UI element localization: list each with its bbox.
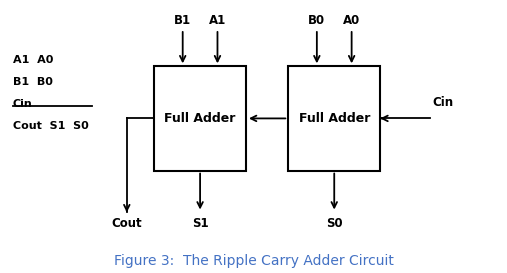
Text: Full Adder: Full Adder: [164, 112, 236, 125]
Text: A1: A1: [209, 14, 226, 27]
Text: Full Adder: Full Adder: [299, 112, 370, 125]
Text: S0: S0: [326, 217, 343, 230]
Text: A0: A0: [343, 14, 360, 27]
Text: S1: S1: [192, 217, 208, 230]
Text: A1  A0: A1 A0: [13, 55, 53, 65]
Text: Cin: Cin: [13, 99, 32, 109]
FancyBboxPatch shape: [288, 66, 380, 171]
Text: Cin: Cin: [432, 96, 453, 109]
Text: Figure 3:  The Ripple Carry Adder Circuit: Figure 3: The Ripple Carry Adder Circuit: [114, 254, 393, 268]
Text: Cout: Cout: [112, 217, 142, 230]
Text: B0: B0: [308, 14, 325, 27]
FancyBboxPatch shape: [154, 66, 246, 171]
Text: B1  B0: B1 B0: [13, 77, 52, 87]
Text: B1: B1: [174, 14, 191, 27]
Text: Cout  S1  S0: Cout S1 S0: [13, 121, 88, 131]
